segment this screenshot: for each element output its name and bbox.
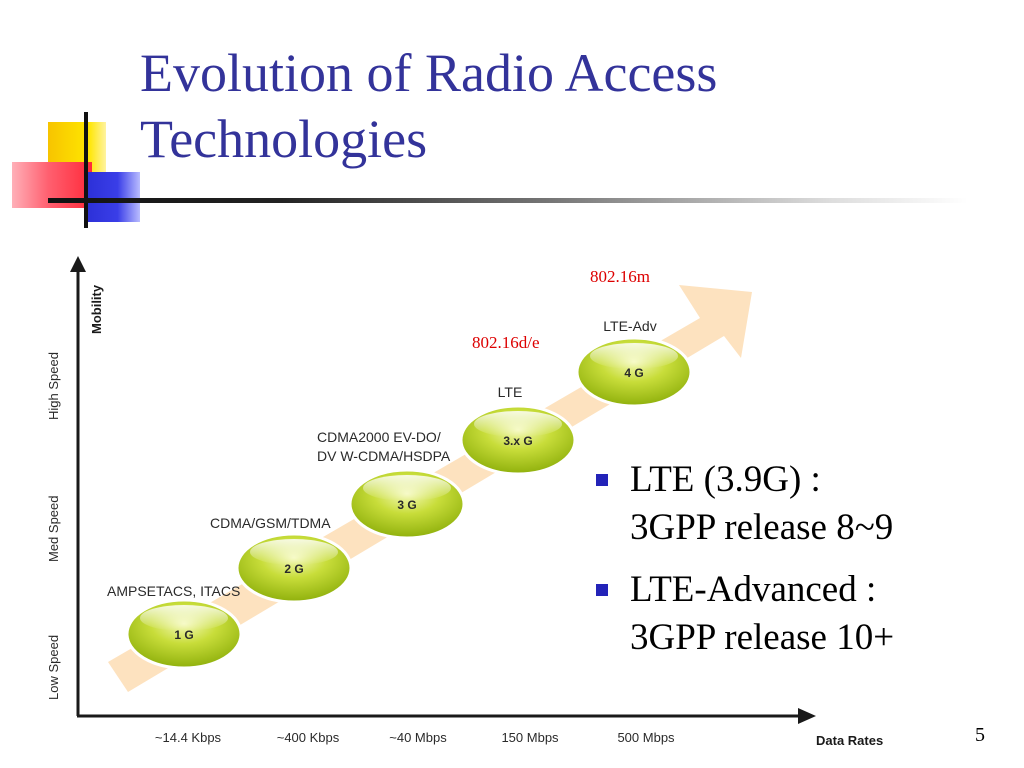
x-tick-3: ~40 Mbps — [389, 730, 447, 745]
bullet-square-icon — [596, 474, 608, 486]
badge-2g-label: 2 G — [284, 562, 303, 576]
y-level-high: High Speed — [46, 352, 61, 420]
badge-3g: 3 G — [348, 468, 466, 540]
bullet-lte-adv-line1: LTE-Advanced : — [630, 569, 877, 610]
y-level-med: Med Speed — [46, 496, 61, 563]
slide-title-line-1: Evolution of Radio Access — [140, 43, 718, 103]
gen-1g-tech: AMPSETACS, ITACS — [107, 583, 240, 599]
y-axis-title: Mobility — [89, 284, 104, 334]
badge-1g-label: 1 G — [174, 628, 193, 642]
gen-3xg-tech: LTE — [498, 384, 523, 400]
x-tick-5: 500 Mbps — [617, 730, 675, 745]
x-tick-1: ~14.4 Kbps — [155, 730, 222, 745]
x-axis-title: Data Rates — [816, 733, 883, 748]
decor-blue-square — [84, 172, 140, 222]
x-tick-4: 150 Mbps — [501, 730, 559, 745]
slide-title-line-2: Technologies — [140, 109, 428, 169]
title-underline — [48, 198, 968, 203]
gen-3g-tech-line1: CDMA2000 EV-DO/ — [317, 429, 441, 445]
bullet-item-lte-advanced: LTE-Advanced : 3GPP release 10+ — [596, 566, 1016, 662]
y-axis-arrowhead — [70, 256, 86, 272]
bullet-lte-adv-line2: 3GPP release 10+ — [630, 617, 895, 658]
wimax-label-16m: 802.16m — [590, 267, 650, 286]
bullet-lte-line1: LTE (3.9G) : — [630, 459, 821, 500]
y-level-low: Low Speed — [46, 635, 61, 700]
slide-title: Evolution of Radio Access Technologies — [140, 40, 1000, 172]
bullet-square-icon — [596, 584, 608, 596]
badge-4g-label: 4 G — [624, 366, 643, 380]
gen-4g-tech: LTE-Adv — [603, 318, 656, 334]
page-number: 5 — [975, 724, 985, 746]
decor-vertical-line — [84, 112, 88, 228]
badge-4g: 4 G — [575, 336, 693, 408]
bullet-item-lte: LTE (3.9G) : 3GPP release 8~9 — [596, 456, 1016, 552]
bullet-list: LTE (3.9G) : 3GPP release 8~9 LTE-Advanc… — [596, 456, 1016, 676]
badge-1g: 1 G — [125, 598, 243, 670]
badge-3g-label: 3 G — [397, 498, 416, 512]
gen-2g-tech: CDMA/GSM/TDMA — [210, 515, 331, 531]
badge-3xg-label: 3.x G — [503, 434, 532, 448]
badge-2g: 2 G — [235, 532, 353, 604]
wimax-label-16de: 802.16d/e — [472, 333, 540, 352]
bullet-lte-line2: 3GPP release 8~9 — [630, 507, 894, 548]
x-axis-arrowhead — [798, 708, 816, 724]
badge-3xg: 3.x G — [459, 404, 577, 476]
x-tick-2: ~400 Kbps — [277, 730, 340, 745]
gen-3g-tech-line2: DV W-CDMA/HSDPA — [317, 448, 451, 464]
